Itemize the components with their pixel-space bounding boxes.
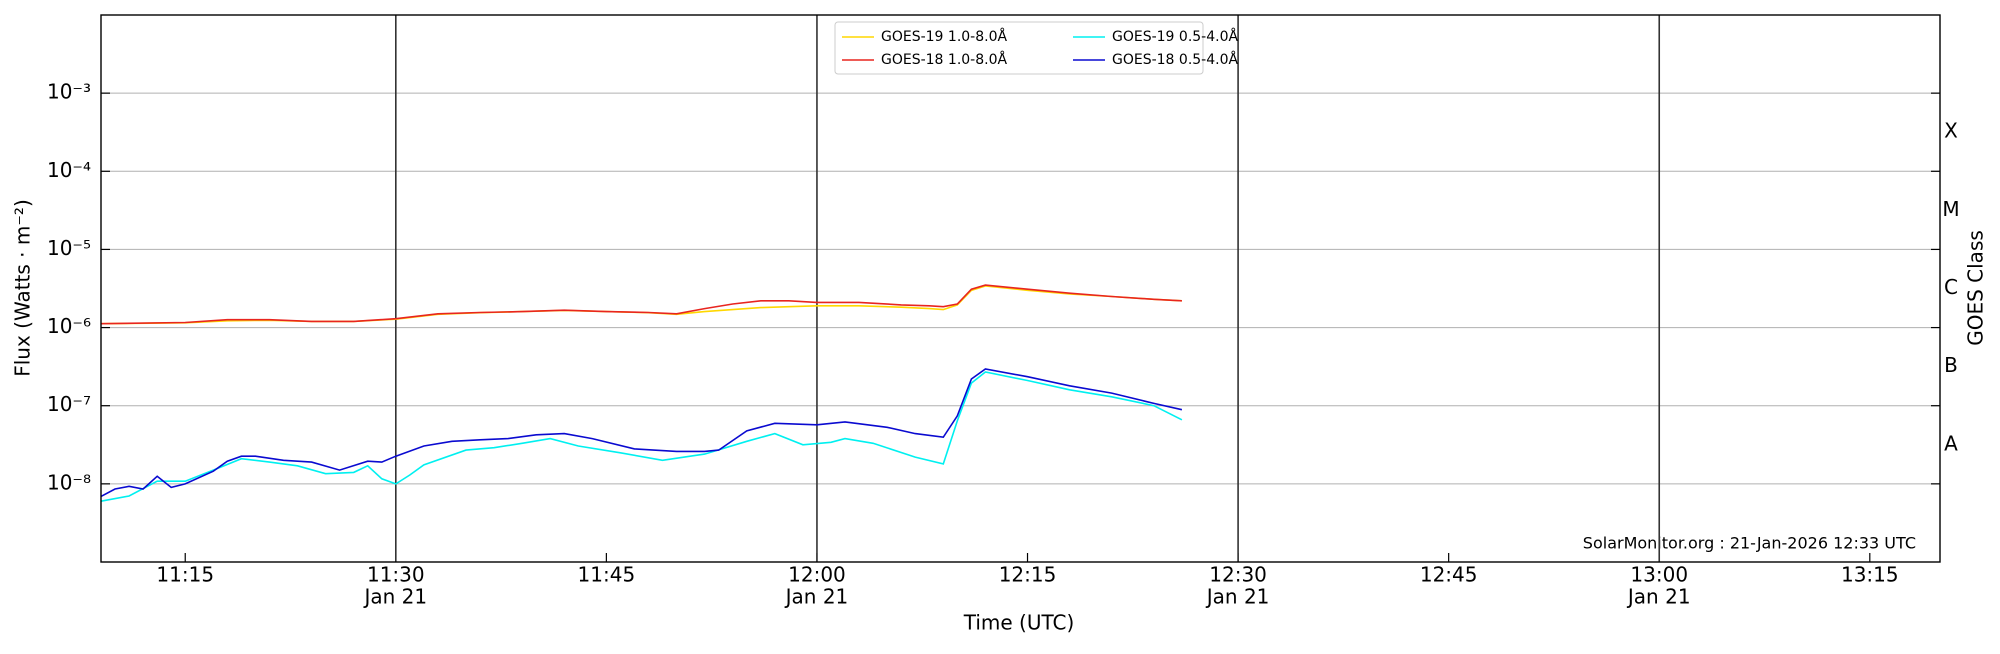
x-tick-sublabel: Jan 21 bbox=[362, 585, 427, 609]
annotation: SolarMonitor.org : 21-Jan-2026 12:33 UTC bbox=[1583, 534, 1916, 553]
legend-box bbox=[834, 21, 1204, 75]
y-axis-label: Flux (Watts · m⁻²) bbox=[11, 199, 35, 377]
y2-tick-label: B bbox=[1944, 353, 1958, 377]
legend-label: GOES-18 0.5-4.0Å bbox=[1112, 51, 1238, 68]
x-tick-label: 11:30 bbox=[367, 563, 425, 587]
y-tick-label: 10⁻⁴ bbox=[47, 158, 91, 182]
x-tick-sublabel: Jan 21 bbox=[1205, 585, 1270, 609]
y2-axis-label: GOES Class bbox=[1964, 230, 1988, 346]
legend-label: GOES-19 0.5-4.0Å bbox=[1112, 28, 1238, 45]
y2-tick-label: A bbox=[1944, 431, 1958, 455]
y2-tick-label: M bbox=[1942, 197, 1959, 221]
x-tick-label: 12:00 bbox=[788, 563, 846, 587]
x-axis-label: Time (UTC) bbox=[963, 611, 1075, 635]
y-tick-label: 10⁻⁶ bbox=[47, 314, 91, 338]
x-tick-sublabel: Jan 21 bbox=[1626, 585, 1691, 609]
y-tick-label: 10⁻⁵ bbox=[47, 236, 91, 260]
x-tick-label: 13:00 bbox=[1630, 563, 1688, 587]
legend-label: GOES-18 1.0-8.0Å bbox=[881, 51, 1007, 68]
x-tick-label: 12:30 bbox=[1209, 563, 1267, 587]
series-line bbox=[100, 285, 1182, 325]
y-tick-label: 10⁻⁸ bbox=[47, 470, 91, 494]
x-tick-label: 11:15 bbox=[156, 563, 214, 587]
series-line bbox=[100, 371, 1183, 502]
y-tick-label: 10⁻³ bbox=[47, 80, 91, 104]
x-tick-label: 13:15 bbox=[1841, 563, 1899, 587]
series-line bbox=[100, 368, 1183, 498]
plot-frame bbox=[100, 14, 1941, 563]
x-tick-sublabel: Jan 21 bbox=[784, 585, 849, 609]
x-tick-label: 12:15 bbox=[999, 563, 1057, 587]
x-tick-label: 12:45 bbox=[1420, 563, 1478, 587]
y-tick-label: 10⁻⁷ bbox=[47, 392, 91, 416]
y2-tick-label: C bbox=[1944, 275, 1958, 299]
series-line bbox=[100, 284, 1182, 325]
x-tick-label: 11:45 bbox=[578, 563, 636, 587]
legend-label: GOES-19 1.0-8.0Å bbox=[881, 28, 1007, 45]
y2-tick-label: X bbox=[1944, 119, 1958, 143]
